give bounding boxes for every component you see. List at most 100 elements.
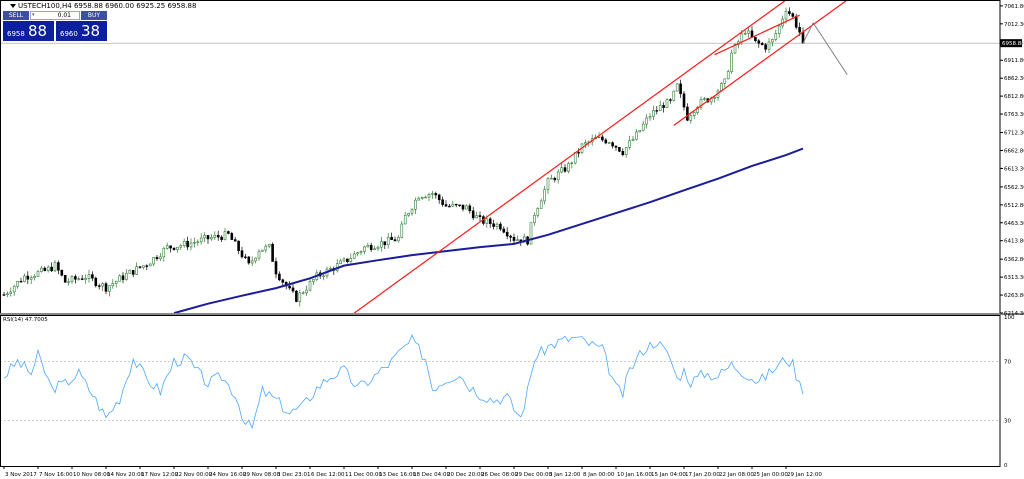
y-tick-label: 6812.80 <box>1004 94 1024 100</box>
candle-body <box>448 205 451 208</box>
candle-body <box>665 99 669 108</box>
candle-body <box>485 218 489 224</box>
x-tick-label: 25 Jan 00:00 <box>753 472 788 478</box>
candle-body <box>743 32 747 35</box>
candle-body <box>454 203 458 206</box>
sell-button[interactable]: SELL <box>3 11 29 20</box>
candle-body <box>604 139 608 144</box>
buy-price-button[interactable]: 6960 38 <box>56 21 107 41</box>
candle-body <box>199 237 203 243</box>
rsi-y-tick-label: 30 <box>1004 419 1011 425</box>
y-tick-label: 6662.80 <box>1004 148 1024 154</box>
candle-body <box>488 218 492 225</box>
candle-body <box>556 171 560 181</box>
candle-body <box>91 274 94 279</box>
y-tick-label: 7061.80 <box>1004 4 1024 10</box>
candle-body <box>635 131 638 140</box>
sell-price-button[interactable]: 6958 88 <box>3 21 54 41</box>
candle-body <box>352 253 356 259</box>
candle-body <box>607 142 611 144</box>
candle-body <box>12 285 16 293</box>
candle-body <box>499 223 502 230</box>
candle-body <box>726 71 730 80</box>
rsi-line <box>3 334 804 430</box>
moving-average-line <box>173 147 804 315</box>
lot-size-field[interactable]: ▾ 0.01 <box>30 11 80 20</box>
candle-body <box>495 223 499 227</box>
candle-body <box>203 235 206 239</box>
candle-body <box>176 246 179 250</box>
x-tick-label: 26 Dec 08:00 <box>481 472 518 478</box>
channel-trendline[interactable] <box>673 0 848 126</box>
candle-body <box>162 248 166 258</box>
y-tick-label: 6463.30 <box>1004 221 1024 227</box>
candle-body <box>621 151 625 156</box>
y-tick-label: 6263.80 <box>1004 293 1024 299</box>
candle-body <box>250 260 254 264</box>
rsi-panel[interactable]: RSI(14) 47.7005 <box>0 317 1000 430</box>
candle-body <box>774 33 778 40</box>
candle-body <box>291 287 295 292</box>
one-click-trading-panel: SELL ▾ 0.01 BUY 6958 88 6960 38 <box>3 11 107 41</box>
candle-body <box>145 265 149 267</box>
candle-body <box>210 237 213 240</box>
candle-body <box>631 138 635 141</box>
candle-body <box>522 236 526 243</box>
candle-body <box>67 281 70 283</box>
x-tick-label: 3 Dec 23:01 <box>277 472 311 478</box>
candlesticks <box>2 7 805 307</box>
candle-body <box>675 83 679 92</box>
candle-body <box>478 215 482 217</box>
candle-body <box>33 275 36 279</box>
candle-body <box>298 292 302 302</box>
candle-body <box>777 25 781 34</box>
symbol-ohlc-info: USTECH100,H4 6958.88 6960.00 6925.25 695… <box>10 2 196 10</box>
x-tick-label: 3 Nov 2017 <box>5 472 37 478</box>
candle-body <box>77 278 81 280</box>
projection-line[interactable] <box>802 21 848 75</box>
candle-body <box>267 244 271 247</box>
candle-body <box>441 199 444 205</box>
candle-body <box>669 99 672 101</box>
candle-body <box>121 275 125 280</box>
candle-body <box>288 285 291 289</box>
candle-body <box>550 177 553 180</box>
candle-body <box>104 283 108 292</box>
channel-trendline[interactable] <box>714 14 800 56</box>
candle-body <box>57 262 60 271</box>
x-tick-label: 22 Nov 00:00 <box>175 472 213 478</box>
candle-body <box>563 167 567 172</box>
candle-body <box>257 251 261 259</box>
candle-body <box>308 281 312 291</box>
candle-body <box>40 267 43 272</box>
buy-button[interactable]: BUY <box>81 11 107 20</box>
dropdown-arrow-icon <box>10 4 16 8</box>
channel-trendline[interactable] <box>353 0 787 314</box>
candle-body <box>451 203 455 207</box>
x-tick-label: 29 Nov 08:00 <box>243 472 281 478</box>
x-tick-label: 29 Jan 12:00 <box>787 472 822 478</box>
candle-body <box>230 233 234 240</box>
lot-stepper-icon[interactable]: ▾ <box>32 12 35 18</box>
candle-body <box>359 251 363 253</box>
candle-body <box>638 130 642 133</box>
candle-body <box>471 210 475 219</box>
rsi-panel-frame <box>0 315 1001 467</box>
candle-body <box>553 177 557 181</box>
price-panel[interactable] <box>0 0 1000 315</box>
candle-body <box>767 41 771 50</box>
candle-body <box>597 136 601 139</box>
candle-body <box>618 147 621 152</box>
candle-body <box>339 260 342 264</box>
rsi-y-tick-label: 0 <box>1004 463 1008 469</box>
candle-body <box>713 97 716 99</box>
candle-body <box>278 273 281 281</box>
candle-body <box>36 271 40 277</box>
candle-body <box>6 293 9 296</box>
candle-body <box>798 26 801 33</box>
x-tick-label: 29 Dec 00:00 <box>515 472 552 478</box>
y-tick-label: 6911.80 <box>1004 58 1024 64</box>
candle-body <box>87 274 91 279</box>
